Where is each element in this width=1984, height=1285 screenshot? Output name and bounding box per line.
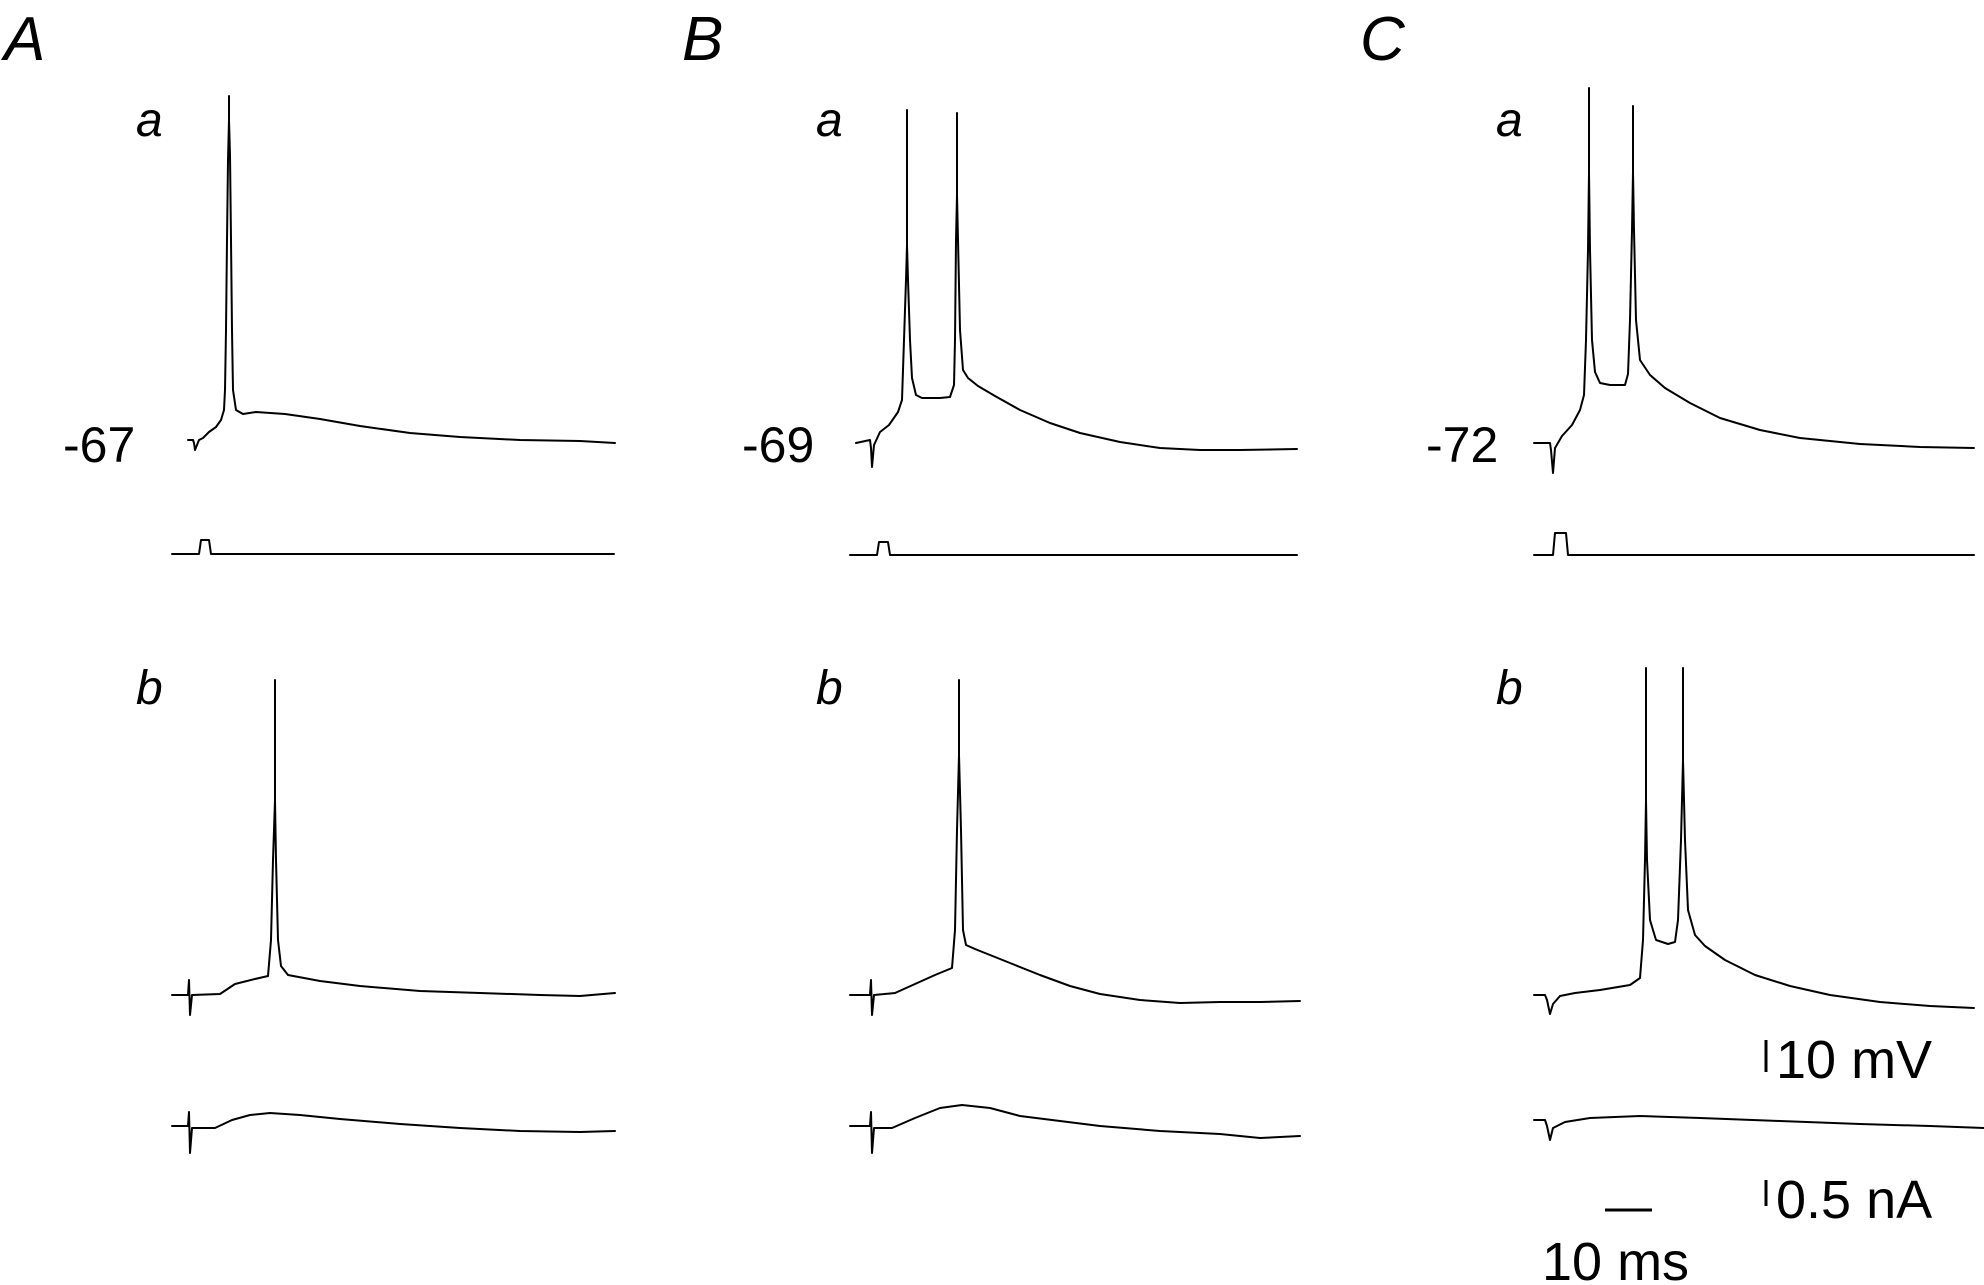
panel-letter-A: A	[0, 5, 45, 74]
current-scale-label: 0.5 nA	[1776, 1170, 1932, 1230]
scale-bars: 10 mV 0.5 nA 10 ms	[1542, 1030, 1932, 1285]
panel-letter-B: B	[682, 5, 723, 74]
voltage-trace-B-b	[849, 754, 1301, 1016]
current-trace-C-b	[1533, 1115, 1984, 1141]
voltage-trace-A-a	[187, 119, 616, 451]
panel-letter-C: C	[1360, 5, 1406, 74]
panel-C: C a -72 b	[1360, 5, 1984, 1141]
current-trace-A-b	[171, 1111, 616, 1154]
resting-potential-C: -72	[1426, 417, 1498, 473]
sublabel-B-b: b	[816, 662, 843, 715]
current-step-C-a	[1533, 532, 1975, 556]
voltage-trace-A-b	[171, 799, 616, 1016]
resting-potential-B: -69	[742, 417, 814, 473]
sublabel-A-b: b	[136, 662, 163, 715]
voltage-trace-C-a	[1533, 171, 1975, 474]
resting-potential-A: -67	[63, 417, 135, 473]
voltage-trace-B-a	[855, 194, 1298, 468]
current-trace-B-b	[849, 1104, 1301, 1154]
current-step-B-a	[849, 541, 1298, 556]
voltage-scale-label: 10 mV	[1776, 1030, 1932, 1090]
panel-A: A a -67 b	[0, 5, 616, 1154]
current-step-A-a	[171, 539, 615, 555]
panel-B: B a -69 b	[682, 5, 1301, 1154]
voltage-trace-C-b	[1533, 759, 1975, 1015]
time-scale-label: 10 ms	[1542, 1232, 1689, 1285]
sublabel-B-a: a	[816, 94, 843, 147]
sublabel-C-b: b	[1496, 662, 1523, 715]
sublabel-C-a: a	[1496, 94, 1523, 147]
sublabel-A-a: a	[136, 94, 163, 147]
